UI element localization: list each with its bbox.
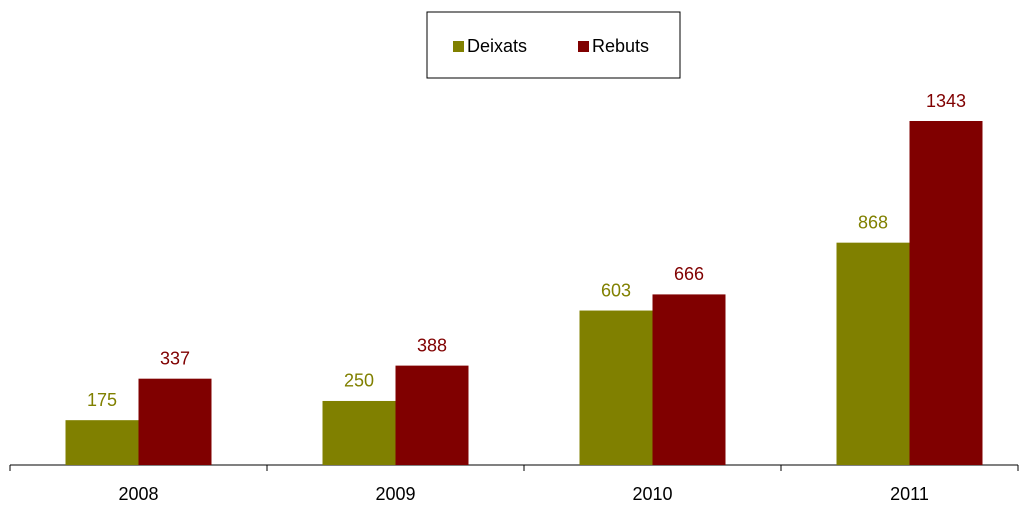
- legend-label: Rebuts: [592, 36, 649, 56]
- data-label: 337: [160, 348, 190, 368]
- x-tick-label: 2011: [890, 484, 929, 504]
- bar: [322, 400, 396, 465]
- legend-swatch: [578, 41, 589, 52]
- data-label: 388: [417, 335, 447, 355]
- bar: [138, 378, 212, 465]
- bar: [909, 121, 983, 465]
- legend-swatch: [453, 41, 464, 52]
- data-label: 868: [858, 212, 888, 232]
- data-label: 666: [674, 264, 704, 284]
- bar: [395, 365, 469, 465]
- data-label: 603: [601, 280, 631, 300]
- data-label: 250: [344, 371, 374, 391]
- x-tick-label: 2009: [375, 484, 415, 504]
- data-label: 175: [87, 390, 117, 410]
- bar: [65, 420, 139, 465]
- legend-box: [426, 11, 681, 79]
- x-tick-label: 2008: [118, 484, 158, 504]
- bar: [652, 294, 726, 465]
- bar: [836, 242, 910, 465]
- legend-label: Deixats: [467, 36, 527, 56]
- x-tick-label: 2010: [632, 484, 672, 504]
- data-label: 1343: [926, 91, 966, 111]
- bar: [579, 310, 653, 465]
